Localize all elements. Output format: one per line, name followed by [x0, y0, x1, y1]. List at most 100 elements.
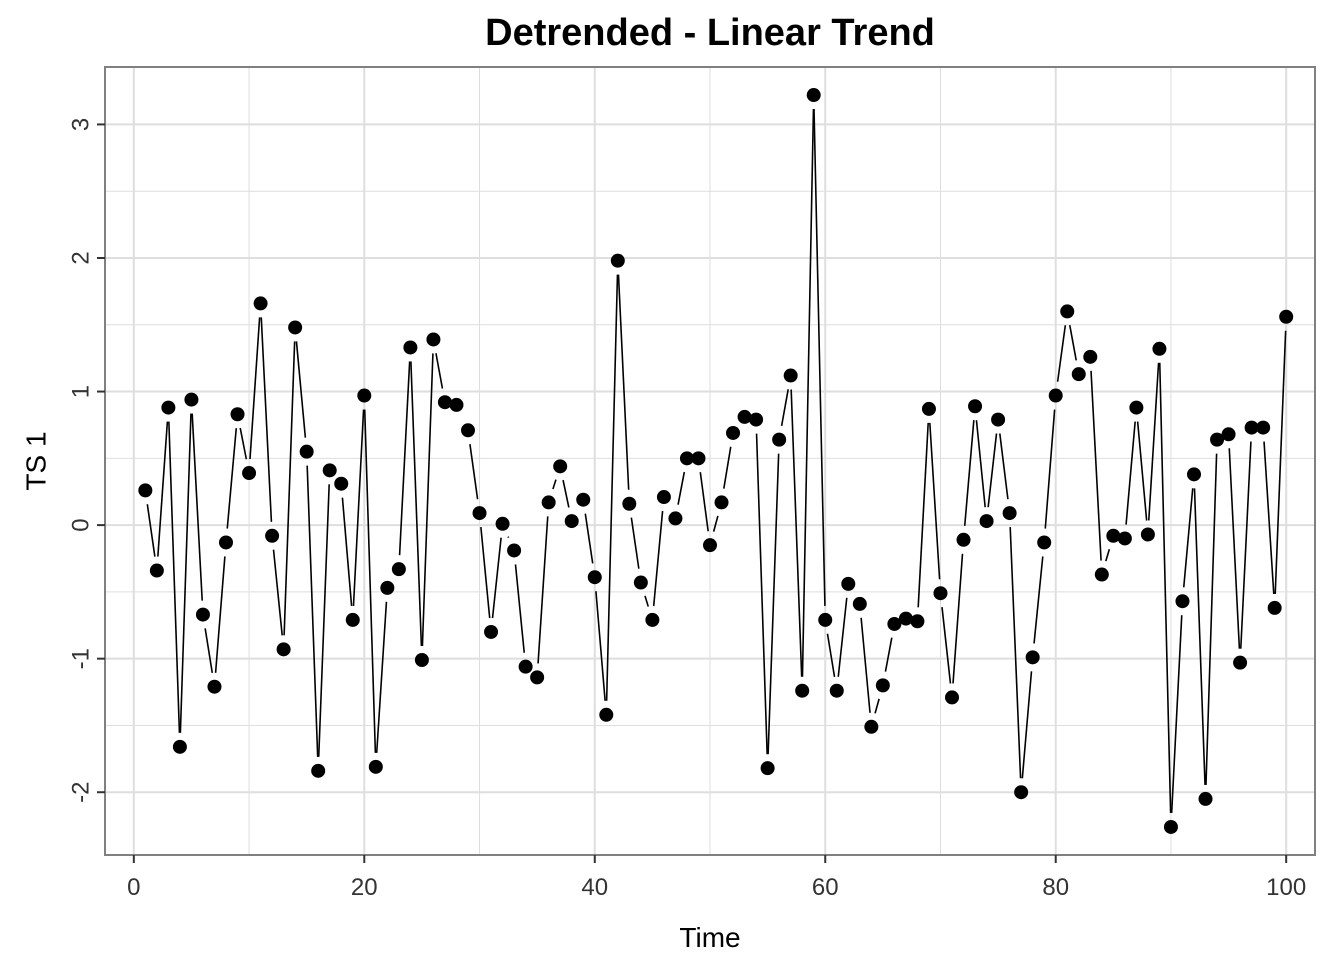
data-point [484, 624, 499, 639]
data-point [253, 296, 268, 311]
series-line-segment [1021, 671, 1033, 779]
data-point [945, 690, 959, 705]
data-point [864, 719, 879, 734]
series-line-segment [1182, 488, 1194, 588]
x-tick-label: 20 [351, 874, 378, 901]
series-line-segment [1274, 330, 1287, 594]
series-line-segment [987, 433, 998, 508]
series-line-segment [352, 409, 365, 606]
series-line-segment [157, 421, 169, 557]
series-line-segment [1263, 441, 1275, 594]
series-line-segment [375, 601, 388, 753]
data-point [956, 532, 971, 547]
series-line-segment [780, 389, 789, 426]
series-line-segment [837, 597, 848, 677]
data-point [795, 683, 810, 698]
data-point [933, 586, 948, 601]
data-point [633, 575, 648, 590]
series-line-segment [537, 516, 549, 664]
data-point [172, 739, 187, 754]
series-line-segment [595, 591, 606, 701]
series-line-segment [630, 517, 640, 569]
data-point [1210, 432, 1225, 447]
series-line-segment [652, 510, 664, 607]
series-line-segment [1147, 362, 1160, 521]
data-point [760, 761, 775, 776]
data-point [783, 368, 798, 383]
x-tick-label: 0 [127, 874, 140, 901]
data-point [645, 612, 660, 627]
series-points-layer [138, 88, 1294, 834]
data-point [691, 451, 706, 466]
y-tick-label: 0 [68, 518, 95, 531]
series-line-segment [146, 504, 156, 557]
series-line-segment [917, 422, 929, 608]
series-line-segment [644, 595, 650, 607]
data-point [679, 451, 694, 466]
data-point [968, 399, 983, 414]
y-tick-label: 1 [68, 385, 95, 398]
data-point [530, 670, 545, 685]
series-line-segment [677, 471, 686, 505]
data-point [1106, 528, 1121, 543]
series-line-segment [317, 484, 330, 757]
series-line-segment [239, 427, 248, 460]
series-line-segment [929, 422, 941, 580]
data-point [1094, 567, 1109, 582]
data-point [357, 388, 372, 403]
data-point [437, 395, 452, 410]
series-line-segment [260, 317, 273, 522]
data-point [242, 466, 257, 481]
series-line-segment [605, 274, 619, 701]
data-point [380, 580, 395, 595]
data-point [368, 759, 383, 774]
y-axis-label: TS 1 [21, 431, 52, 490]
series-line-segment [1033, 556, 1044, 644]
series-line-segment [491, 537, 502, 619]
data-point [414, 653, 429, 668]
series-line-segment [295, 341, 307, 438]
data-point [726, 425, 741, 440]
data-point [311, 763, 326, 778]
data-point [1117, 531, 1132, 546]
data-point [1060, 304, 1075, 319]
data-point [772, 432, 787, 447]
data-point [207, 679, 222, 694]
series-line-segment [283, 341, 296, 636]
series-line-segment [1136, 421, 1148, 521]
data-point [334, 476, 349, 491]
data-point [1244, 420, 1259, 435]
series-line-segment [1056, 325, 1067, 382]
series-line-segment [999, 433, 1009, 500]
y-tick-label: 2 [68, 251, 95, 264]
data-point [449, 397, 464, 412]
series-line-segment [306, 465, 319, 757]
data-point [161, 400, 176, 415]
series-line-segment [552, 479, 557, 490]
series-line-segment [1228, 448, 1241, 649]
series-line-segment [249, 317, 261, 460]
series-line-segment [884, 637, 893, 672]
data-point [219, 535, 233, 550]
series-line-segment [168, 421, 181, 733]
data-point [668, 511, 683, 526]
series-line-segment [1125, 421, 1136, 525]
data-point [1071, 367, 1086, 382]
data-point [1187, 467, 1201, 482]
series-line-segment [435, 353, 444, 389]
x-tick-label: 60 [812, 874, 839, 901]
data-point [265, 528, 280, 543]
series-line-segment [469, 444, 479, 500]
data-point [841, 576, 856, 591]
series-line-segment [790, 389, 803, 677]
data-point [1198, 791, 1213, 806]
series-line-segment [801, 109, 815, 677]
x-axis-label: Time [679, 922, 740, 953]
data-point [703, 538, 717, 553]
series-line-segment [1068, 325, 1078, 361]
series-line-segment [813, 109, 826, 606]
data-point [1025, 650, 1040, 665]
series-line-segment [963, 420, 975, 526]
series-line-segment [562, 479, 570, 508]
